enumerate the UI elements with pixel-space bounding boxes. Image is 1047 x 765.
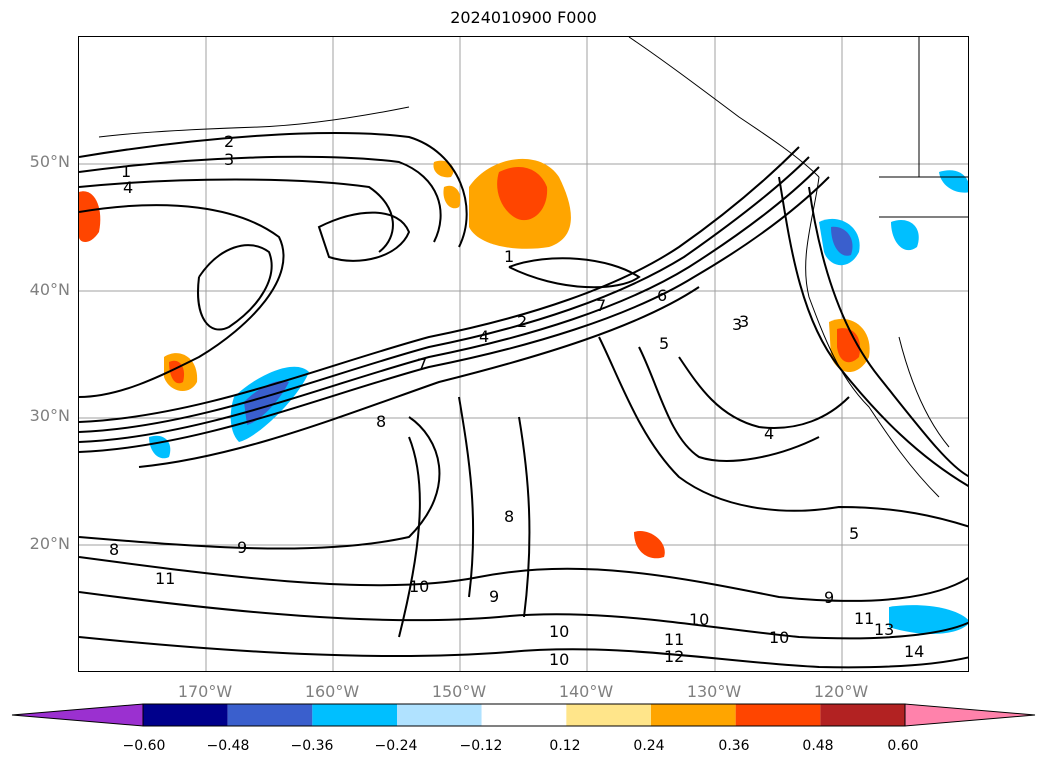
contour-label: 4 [123, 178, 133, 197]
colorbar-tick-label: 0.48 [802, 738, 834, 754]
cool-patch [891, 219, 919, 251]
contour-label: 7 [417, 355, 427, 374]
contour-label: 9 [237, 538, 247, 557]
colorbar-tick-label: −0.36 [290, 738, 334, 754]
lat-label-20n: 20°N [29, 534, 70, 553]
colorbar [11, 703, 1036, 727]
contour-label: 1 [504, 247, 514, 266]
contour-label: 9 [824, 588, 834, 607]
colorbar-segment [312, 704, 397, 726]
colorbar-segment [481, 704, 567, 726]
colorbar-segment [143, 704, 228, 726]
contour-label: 5 [849, 524, 859, 543]
colorbar-tick-label: −0.60 [122, 738, 166, 754]
lon-label-150w: 150°W [431, 682, 487, 701]
lon-label-140w: 140°W [558, 682, 614, 701]
warm-patch-core [497, 167, 548, 221]
lon-label-130w: 130°W [686, 682, 742, 701]
contour-label: 10 [409, 577, 429, 596]
contour-label: 2 [517, 312, 527, 331]
contour-label: 7 [596, 296, 606, 315]
warm-patch [433, 160, 454, 178]
contour-label: 1 [121, 162, 131, 181]
contour-label: 9 [489, 587, 499, 606]
contour-label: 6 [657, 286, 667, 305]
contour-label: 4 [764, 424, 774, 443]
contour-label: 11 [664, 630, 684, 649]
coastlines [98, 37, 968, 498]
warm-patch [79, 191, 101, 242]
map-panel: 2 3 1 4 1 2 4 7 6 3 5 4 8 8 8 9 11 10 9 … [78, 36, 969, 672]
colorbar-tick-label: 0.24 [633, 738, 665, 754]
colorbar-border [142, 703, 906, 727]
colorbar-segment [820, 704, 905, 726]
colorbar-tick-label: −0.48 [206, 738, 250, 754]
contour-label: 10 [769, 628, 789, 647]
colorbar-extend-min [11, 703, 144, 727]
contour-label: 2 [224, 132, 234, 151]
colorbar-tick-label: −0.12 [459, 738, 503, 754]
warm-patch [634, 531, 665, 559]
map-canvas: 2 3 1 4 1 2 4 7 6 3 5 4 8 8 8 9 11 10 9 … [79, 37, 968, 671]
shaded-field [79, 158, 968, 634]
contour-label: 3 [224, 150, 234, 169]
colorbar-segment [735, 704, 821, 726]
lon-label-160w: 160°W [304, 682, 360, 701]
contour-label: 11 [854, 609, 874, 628]
lon-label-170w: 170°W [177, 682, 233, 701]
contour-label: 10 [689, 610, 709, 629]
cool-patch-core [244, 380, 289, 425]
contour-label: 14 [904, 642, 924, 661]
cool-patch [939, 170, 968, 193]
contour-label: 12 [664, 647, 684, 666]
warm-patch [443, 185, 461, 209]
contour-label: 4 [479, 327, 489, 346]
contour-label: 10 [549, 650, 569, 669]
contour-label: 10 [549, 622, 569, 641]
contour-label: 8 [376, 412, 386, 431]
contour-label: 13 [874, 620, 894, 639]
colorbar-tick-label: −0.24 [374, 738, 418, 754]
cool-patch [889, 605, 968, 634]
cool-patch-core [831, 226, 853, 256]
lat-label-50n: 50°N [29, 152, 70, 171]
colorbar-segment [397, 704, 482, 726]
colorbar-segment [651, 704, 736, 726]
cool-patch [149, 435, 171, 459]
contour-label: 11 [155, 569, 175, 588]
contour-label-group: 2 3 1 4 1 2 4 7 6 3 5 4 8 8 8 9 11 10 9 … [109, 132, 924, 669]
contour-label: 3 [739, 312, 749, 331]
map-title: 2024010900 F000 [450, 8, 597, 27]
colorbar-tick-label: 0.12 [549, 738, 581, 754]
colorbar-tick-label: 0.60 [887, 738, 919, 754]
colorbar-tick-label: 0.36 [718, 738, 750, 754]
contour-label: 5 [659, 334, 669, 353]
lat-label-40n: 40°N [29, 280, 70, 299]
lon-label-120w: 120°W [813, 682, 869, 701]
colorbar-segment [566, 704, 651, 726]
contour-label: 8 [109, 540, 119, 559]
lat-label-30n: 30°N [29, 406, 70, 425]
contour-label: 8 [504, 507, 514, 526]
contour-lines [79, 132, 968, 669]
colorbar-segment [227, 704, 313, 726]
contour-label: 3 [732, 315, 742, 334]
colorbar-extend-max [904, 703, 1036, 727]
warm-patch-core [837, 328, 861, 363]
